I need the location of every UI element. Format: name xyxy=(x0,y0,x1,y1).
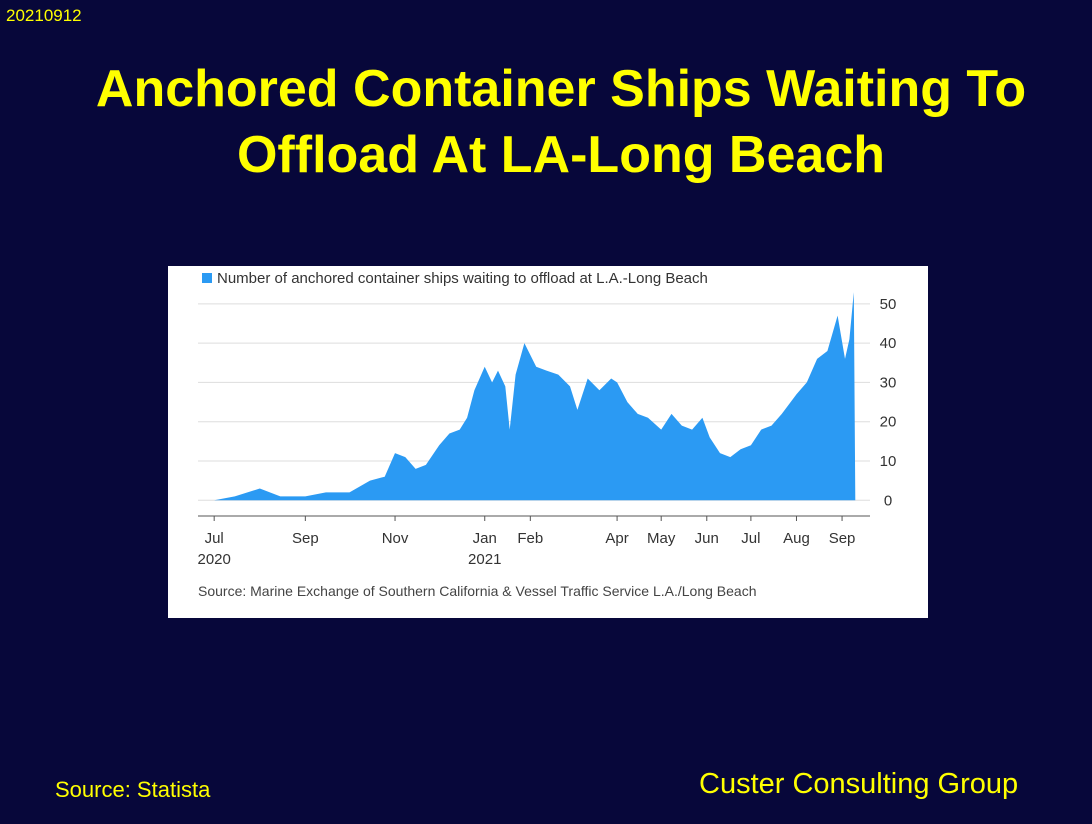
y-tick-label-0: 0 xyxy=(884,492,892,509)
x-tick-label-8: Jul xyxy=(741,530,760,547)
x-tick-label-2: Nov xyxy=(382,530,409,547)
x-tick-label-1: Sep xyxy=(292,530,319,547)
x-tick-label-9: Aug xyxy=(783,530,810,547)
x-tick-label-5: Apr xyxy=(605,530,628,547)
legend-label: Number of anchored container ships waiti… xyxy=(217,270,708,287)
y-tick-label-40: 40 xyxy=(880,335,897,352)
legend-swatch xyxy=(202,273,212,283)
axes: 0 10 20 30 40 50 Jul 2020 Sep Nov Jan 2021 Feb Apr May… xyxy=(197,296,896,568)
source-note: Source: Marine Exchange of Southern Cali… xyxy=(198,583,757,599)
footer-source: Source: Statista xyxy=(55,777,211,802)
date-stamp: 20210912 xyxy=(6,6,82,25)
x-tick-year-3: 2021 xyxy=(468,551,501,568)
x-tick-label-3: Jan xyxy=(473,530,497,547)
y-tick-label-50: 50 xyxy=(880,296,897,313)
x-tick-label-6: May xyxy=(647,530,676,547)
x-tick-year-0: 2020 xyxy=(197,551,230,568)
x-tick-label-4: Feb xyxy=(517,530,543,547)
y-tick-label-30: 30 xyxy=(880,374,897,391)
y-tick-label-20: 20 xyxy=(880,414,897,431)
area-chart: Number of anchored container ships waiti… xyxy=(197,270,896,599)
y-tick-label-10: 10 xyxy=(880,453,897,470)
series-area xyxy=(214,292,856,501)
footer-brand: Custer Consulting Group xyxy=(699,768,1019,800)
series-area-path-0 xyxy=(214,292,856,501)
x-tick-label-7: Jun xyxy=(695,530,719,547)
chart-panel: Number of anchored container ships waiti… xyxy=(168,266,928,618)
x-tick-label-10: Sep xyxy=(829,530,856,547)
slide-title: Anchored Container Ships Waiting To Offl… xyxy=(95,60,1027,184)
x-tick-label-0: Jul xyxy=(205,530,224,547)
